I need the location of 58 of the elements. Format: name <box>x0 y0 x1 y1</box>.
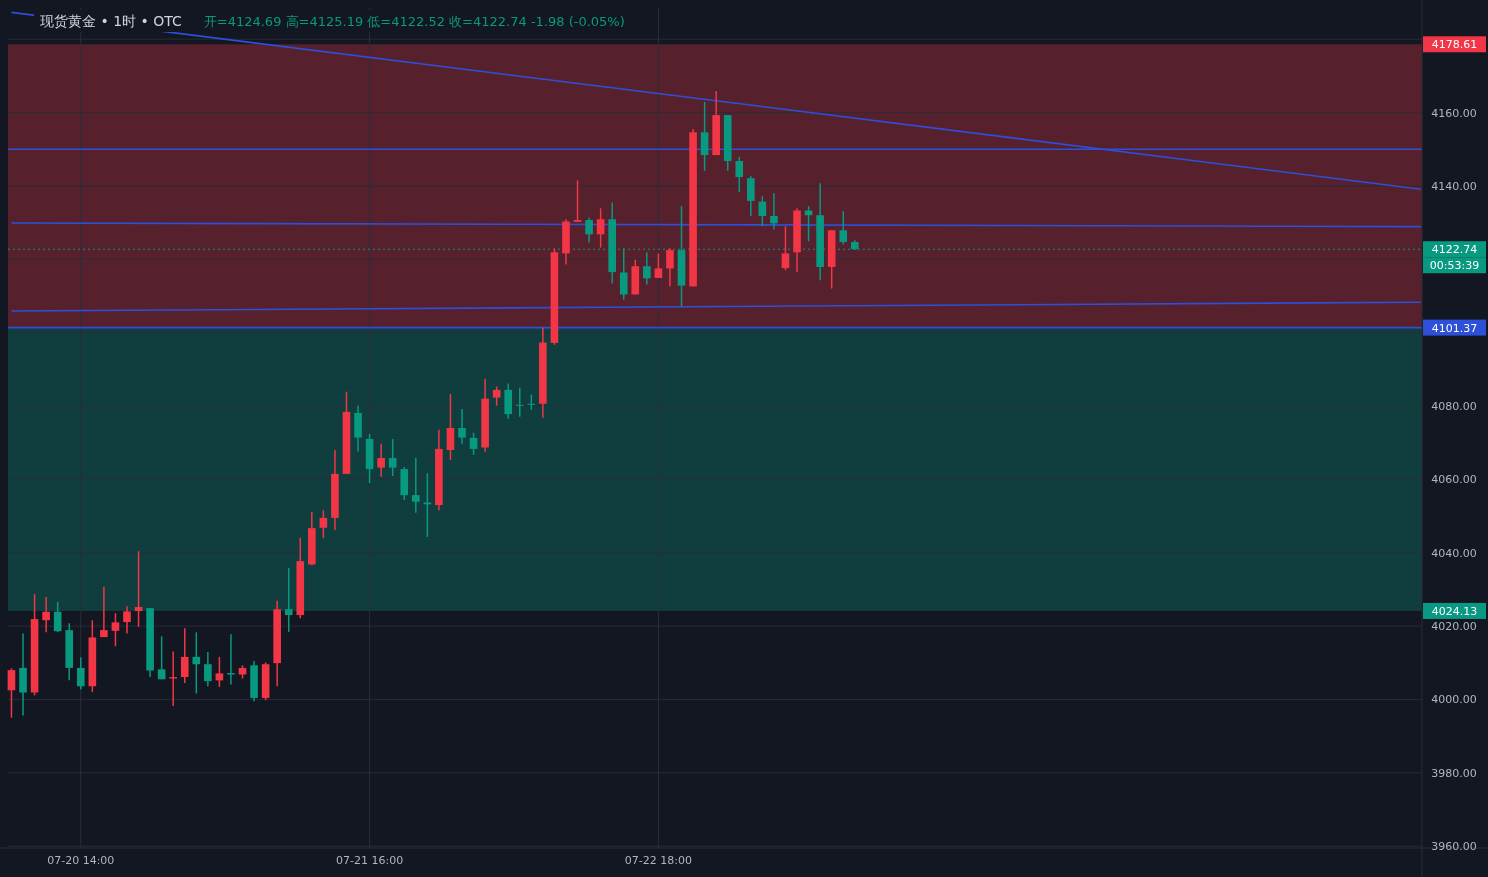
candlestick <box>515 386 524 418</box>
candlestick <box>411 456 420 514</box>
x-tick-label: 07-20 14:00 <box>47 854 115 867</box>
y-tick-label: 4160.00 <box>1431 106 1477 120</box>
candlestick <box>204 651 212 687</box>
candlestick <box>377 443 385 478</box>
candlestick <box>700 101 709 172</box>
candlestick <box>735 156 744 193</box>
candlestick <box>284 567 293 633</box>
candlestick <box>423 472 432 538</box>
candlestick <box>7 667 16 719</box>
candlestick <box>111 612 120 647</box>
candlestick <box>169 650 178 707</box>
text: 开=4124.69 高=4125.19 低=4122.52 收=4122.74 -1.98 (-0.05%) <box>203 14 625 29</box>
candlestick <box>585 216 593 244</box>
candlestick <box>157 635 166 681</box>
candlestick <box>215 656 224 688</box>
candlestick <box>596 207 605 249</box>
candlestick <box>747 175 755 217</box>
candlestick <box>469 432 478 456</box>
band-label: 4178.61 <box>1431 38 1478 52</box>
candlestick <box>654 252 663 279</box>
candlestick <box>53 601 62 633</box>
candlestick <box>458 408 466 445</box>
candlestick <box>42 596 50 634</box>
chart-title: 现货黄金 • 1时 • OTC <box>40 13 182 29</box>
candlestick <box>770 192 778 231</box>
candlestick <box>804 205 813 243</box>
x-tick-label: 07-22 18:00 <box>624 854 692 867</box>
y-tick-label: 3960.00 <box>1431 840 1477 854</box>
ref-line-label: 4122.74 <box>1431 243 1478 257</box>
candlestick <box>123 605 131 635</box>
candlestick <box>100 586 108 638</box>
candlestick <box>758 195 767 227</box>
candlestick <box>492 385 501 407</box>
candlestick <box>319 509 328 539</box>
candlestick <box>388 438 397 477</box>
candlestick <box>666 247 674 288</box>
candlestick <box>76 656 85 691</box>
ref-line-label: 4101.37 <box>1431 321 1478 335</box>
candlestick <box>446 393 455 461</box>
text: 00:53:39 <box>1429 259 1480 273</box>
x-tick-label: 07-21 16:00 <box>336 854 404 867</box>
y-tick-label: 3980.00 <box>1431 766 1477 780</box>
y-tick-label: 4000.00 <box>1431 693 1477 707</box>
y-tick-label: 4140.00 <box>1431 179 1477 193</box>
y-tick-label: 4040.00 <box>1431 546 1477 560</box>
candlestick <box>192 631 201 695</box>
candlestick <box>839 210 848 246</box>
candlestick <box>180 627 189 684</box>
y-tick-label: 4080.00 <box>1431 399 1477 413</box>
candlestick <box>134 550 143 628</box>
candlestick <box>781 225 790 272</box>
y-tick-label: 4060.00 <box>1431 473 1477 487</box>
candlestick <box>643 251 651 286</box>
candlestick <box>573 179 582 223</box>
band-label: 4024.13 <box>1431 604 1478 618</box>
y-tick-label: 4020.00 <box>1431 620 1477 634</box>
